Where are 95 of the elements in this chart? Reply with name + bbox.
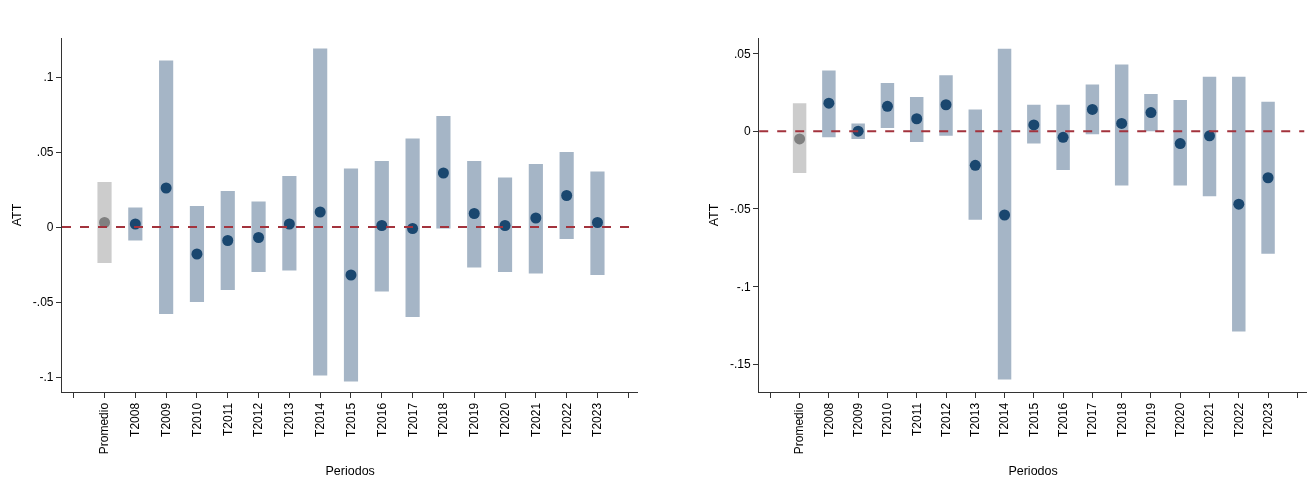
x-tick-label: T2019 <box>1143 402 1158 437</box>
bar <box>189 206 205 302</box>
bar <box>497 177 513 272</box>
y-tick-label: -.05 <box>730 201 752 216</box>
point <box>222 235 234 246</box>
x-tick-label: T2011 <box>909 402 924 437</box>
x-tick-label: T2009 <box>851 402 866 437</box>
bar <box>1202 76 1217 197</box>
point <box>160 182 172 194</box>
x-tick-label: T2017 <box>1085 402 1100 437</box>
bar <box>343 168 359 382</box>
x-tick-label: T2014 <box>313 402 328 437</box>
x-tick-label: T2010 <box>880 402 895 437</box>
x-axis-title: Periodos <box>1008 463 1058 478</box>
x-tick-label: T2019 <box>467 402 482 437</box>
point <box>1204 130 1215 142</box>
point <box>591 217 603 228</box>
x-tick-label: T2015 <box>343 402 358 437</box>
point <box>530 212 542 224</box>
x-tick-label: T2021 <box>528 402 543 437</box>
bar <box>590 171 605 275</box>
point <box>376 220 388 231</box>
point <box>499 220 511 231</box>
point <box>314 206 326 218</box>
bar <box>374 161 389 292</box>
bar <box>220 191 235 290</box>
bar <box>968 109 983 220</box>
point <box>794 133 806 145</box>
y-axis-title: ATT <box>9 203 24 227</box>
x-axis-title: Periodos <box>325 463 375 478</box>
x-tick-label: T2022 <box>1231 402 1246 437</box>
x-tick-label: T2017 <box>405 402 420 437</box>
point <box>1116 117 1128 129</box>
x-tick-label: T2010 <box>189 402 204 437</box>
x-tick-label: T2015 <box>1026 402 1041 437</box>
point <box>999 209 1011 221</box>
bar <box>159 60 174 314</box>
x-tick-label: T2012 <box>251 402 266 437</box>
bar <box>282 176 297 271</box>
x-tick-label: T2022 <box>559 402 574 437</box>
x-tick-label: T2021 <box>1202 402 1217 437</box>
point <box>283 218 295 230</box>
y-tick-label: -.1 <box>39 370 54 385</box>
x-tick-label: T2013 <box>282 402 297 437</box>
x-tick-label: T2023 <box>1260 402 1275 437</box>
x-tick-label: Promedio <box>97 402 112 455</box>
x-tick-label: T2023 <box>590 402 605 437</box>
y-axis-title: ATT <box>707 203 722 227</box>
bar <box>405 138 420 317</box>
point <box>561 190 573 201</box>
bar <box>97 182 112 263</box>
bar <box>559 152 574 239</box>
point <box>1174 138 1186 150</box>
x-tick-label: T2013 <box>968 402 983 437</box>
bar <box>436 116 451 229</box>
y-tick-label: 0 <box>46 220 54 235</box>
point <box>191 248 203 260</box>
point <box>823 97 835 109</box>
bar <box>1261 101 1275 254</box>
x-tick-label: T2018 <box>1114 402 1129 437</box>
x-tick-label: Promedio <box>792 402 807 455</box>
x-tick-label: T2014 <box>997 402 1012 437</box>
point <box>437 167 449 179</box>
y-tick-label: -.15 <box>730 357 752 372</box>
y-tick-label: -.1 <box>736 279 752 294</box>
bar <box>1173 100 1187 186</box>
bar <box>997 48 1012 380</box>
x-tick-label: T2008 <box>128 402 143 437</box>
point <box>468 208 480 219</box>
bar <box>313 48 328 376</box>
bar <box>528 164 543 274</box>
point <box>1233 198 1245 210</box>
x-tick-label: T2016 <box>1056 402 1071 437</box>
point <box>1086 103 1098 115</box>
x-tick-label: T2008 <box>821 402 836 437</box>
y-tick-label: 0 <box>744 124 752 139</box>
point <box>1262 172 1274 184</box>
point <box>345 269 357 281</box>
x-tick-label: T2016 <box>374 402 389 437</box>
x-tick-label: T2011 <box>220 402 235 437</box>
x-tick-label: T2020 <box>497 402 512 437</box>
bar <box>1114 64 1129 186</box>
x-tick-label: T2020 <box>1173 402 1188 437</box>
x-tick-label: T2012 <box>938 402 953 437</box>
point <box>940 99 952 111</box>
y-tick-label: -.05 <box>32 295 54 310</box>
x-tick-label: T2009 <box>159 402 174 437</box>
point <box>1057 131 1069 143</box>
y-tick-label: .05 <box>36 145 54 160</box>
point <box>969 159 981 171</box>
y-tick-label: .05 <box>734 46 752 61</box>
y-tick-label: .1 <box>43 70 54 85</box>
x-tick-label: T2018 <box>436 402 451 437</box>
bar <box>1232 76 1246 332</box>
bar <box>467 161 482 268</box>
